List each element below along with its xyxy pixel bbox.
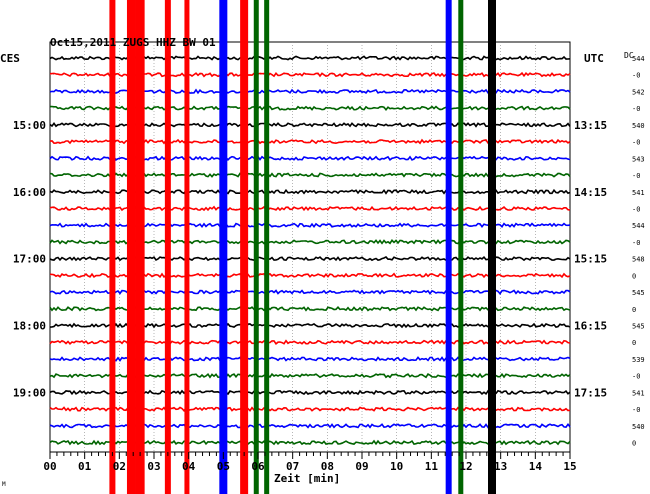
- event-band: [184, 0, 190, 494]
- event-band: [264, 0, 270, 494]
- event-band: [164, 0, 171, 494]
- dc-value: 544: [632, 55, 645, 63]
- left-hour-label: 15:00: [13, 119, 46, 132]
- right-hour-label: 16:15: [574, 320, 607, 333]
- x-tick-label: 10: [390, 460, 403, 473]
- right-timezone-label: UTC: [584, 52, 604, 65]
- dc-value: 540: [632, 122, 645, 130]
- dc-value: 545: [632, 289, 645, 297]
- event-band: [445, 0, 452, 494]
- x-tick-label: 01: [78, 460, 92, 473]
- event-band: [109, 0, 116, 494]
- dc-value: -0: [632, 139, 640, 147]
- x-tick-label: 13: [494, 460, 507, 473]
- dc-value: 0: [632, 272, 636, 280]
- dc-label: DC: [624, 51, 634, 60]
- dc-value: 541: [632, 389, 645, 397]
- dc-value: 543: [632, 155, 645, 163]
- dc-value: -0: [632, 72, 640, 80]
- dc-value: 0: [632, 306, 636, 314]
- x-tick-label: 07: [286, 460, 299, 473]
- dc-value: -0: [632, 373, 640, 381]
- dc-value: 0: [632, 339, 636, 347]
- dc-value: 542: [632, 88, 645, 96]
- dc-value: 0: [632, 440, 636, 448]
- dc-value: -0: [632, 205, 640, 213]
- right-hour-label: 13:15: [574, 119, 607, 132]
- left-timezone-label: CES: [0, 52, 20, 65]
- event-band: [458, 0, 464, 494]
- plot-frame: [49, 41, 571, 453]
- dc-value: -0: [632, 105, 640, 113]
- event-band: [240, 0, 249, 494]
- dc-value: 540: [632, 423, 645, 431]
- x-tick-label: 12: [459, 460, 472, 473]
- x-tick-label: 09: [355, 460, 368, 473]
- x-tick-label: 02: [113, 460, 126, 473]
- dc-value: -0: [632, 239, 640, 247]
- x-tick-label: 04: [182, 460, 196, 473]
- dc-value: 544: [632, 222, 645, 230]
- x-tick-label: 03: [147, 460, 160, 473]
- x-tick-label: 11: [425, 460, 439, 473]
- left-hour-label: 18:00: [13, 320, 46, 333]
- x-tick-label: 08: [321, 460, 334, 473]
- right-hour-label: 17:15: [574, 386, 607, 399]
- event-band: [219, 0, 228, 494]
- x-tick-label: 14: [529, 460, 543, 473]
- left-hour-label: 17:00: [13, 253, 46, 266]
- dc-value: 541: [632, 189, 645, 197]
- chart-title: Oct15,2011 ZUGS HHZ BW 01: [50, 36, 216, 49]
- event-band: [135, 0, 145, 494]
- dc-value: 548: [632, 256, 645, 264]
- x-tick-label: 05: [217, 460, 230, 473]
- right-hour-label: 15:15: [574, 253, 607, 266]
- event-band: [488, 0, 496, 494]
- left-hour-label: 19:00: [13, 386, 46, 399]
- dc-value: 545: [632, 323, 645, 331]
- x-tick-label: 00: [43, 460, 56, 473]
- x-axis-label: Zeit [min]: [274, 472, 340, 485]
- event-band: [126, 0, 136, 494]
- x-tick-label: 06: [251, 460, 265, 473]
- dc-value: 539: [632, 356, 645, 364]
- right-hour-label: 14:15: [574, 186, 607, 199]
- event-bands: [109, 0, 496, 494]
- left-hour-label: 16:00: [13, 186, 46, 199]
- x-tick-label: 15: [563, 460, 576, 473]
- axes: 00 01 02 03 04 05 06 07 08 09 10 11 12 13 14 1515:0016:…: [13, 55, 645, 473]
- footer-mark: M: [2, 481, 6, 488]
- event-band: [253, 0, 259, 494]
- dc-value: -0: [632, 172, 640, 180]
- dc-value: -0: [632, 406, 640, 414]
